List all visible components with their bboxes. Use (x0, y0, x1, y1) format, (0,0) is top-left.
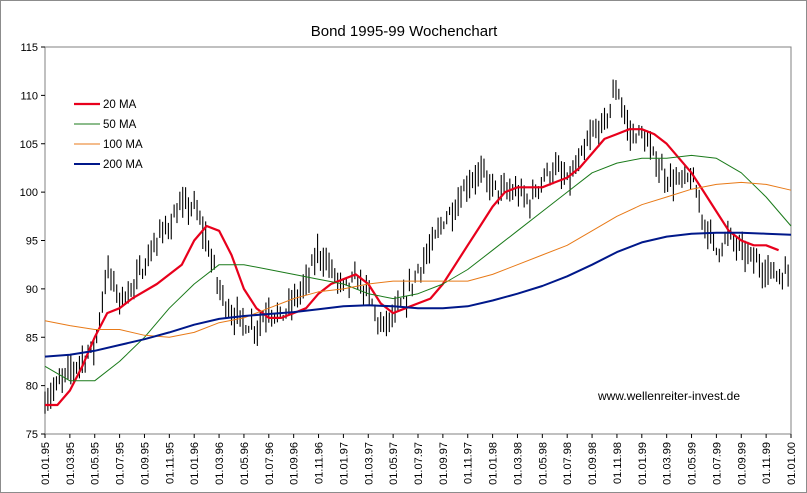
x-axis: 01.01.95 01.03.95 01.05.95 01.07.95 01.09.95… (40, 434, 798, 485)
x-tick-label: 01.09.97 (438, 442, 450, 485)
y-tick-label: 75 (26, 429, 38, 441)
legend-label: 100 MA (103, 139, 143, 151)
x-tick-label: 01.01.96 (189, 442, 201, 485)
x-tick-label: 01.05.96 (239, 442, 251, 485)
series-line-20-ma (45, 128, 780, 407)
x-tick-label: 01.07.98 (562, 442, 574, 485)
y-tick-label: 115 (20, 42, 38, 54)
x-tick-label: 01.03.95 (65, 442, 77, 485)
series-line-100-ma (44, 181, 792, 338)
legend: 20 MA 50 MA 100 MA 200 MA (74, 99, 143, 171)
x-tick-label: 01.11.96 (314, 442, 326, 484)
x-tick-label: 01.05.97 (388, 442, 400, 485)
plot-area (44, 46, 792, 435)
x-tick-label: 01.09.99 (736, 442, 748, 485)
y-tick-label: 105 (20, 139, 38, 151)
y-axis: 75 80 85 90 95 100 105 110 115 (20, 42, 45, 441)
y-tick-label: 100 (20, 187, 38, 199)
x-tick-label: 01.03.96 (214, 442, 226, 485)
x-tick-label: 01.05.98 (537, 442, 549, 485)
series-line-200-ma (44, 231, 792, 358)
x-tick-label: 01.03.97 (363, 442, 375, 485)
x-tick-label: 01.01.95 (40, 442, 52, 485)
y-tick-label: 90 (26, 284, 38, 296)
y-tick-label: 85 (26, 332, 38, 344)
chart-title: Bond 1995-99 Wochenchart (311, 23, 498, 40)
x-tick-label: 01.07.99 (711, 442, 723, 485)
x-tick-label: 01.01.99 (637, 442, 649, 485)
x-tick-label: 01.11.95 (164, 442, 176, 484)
x-tick-label: 01.05.99 (687, 442, 699, 485)
legend-label: 50 MA (103, 119, 137, 131)
plot-frame (44, 46, 792, 435)
x-tick-label: 01.07.95 (115, 442, 127, 485)
x-tick-label: 01.09.98 (587, 442, 599, 485)
source-label: www.wellenreiter-invest.de (597, 389, 740, 403)
x-tick-label: 01.09.95 (139, 442, 151, 485)
y-tick-label: 95 (26, 236, 38, 248)
y-tick-label: 80 (26, 381, 38, 393)
x-tick-label: 01.01.00 (786, 442, 798, 485)
x-tick-label: 01.11.99 (761, 442, 773, 484)
x-tick-label: 01.07.96 (264, 442, 276, 485)
legend-label: 200 MA (103, 159, 143, 171)
y-tick-label: 110 (20, 90, 38, 102)
x-tick-label: 01.11.97 (463, 442, 475, 484)
x-tick-label: 01.03.98 (512, 442, 524, 485)
x-tick-label: 01.11.98 (612, 442, 624, 484)
x-tick-label: 01.05.95 (90, 442, 102, 485)
legend-label: 20 MA (103, 99, 137, 111)
x-tick-label: 01.01.97 (338, 442, 350, 485)
x-tick-label: 01.09.96 (289, 442, 301, 485)
x-tick-label: 01.07.97 (413, 442, 425, 485)
x-tick-label: 01.03.99 (662, 442, 674, 485)
series-line-50-ma (44, 154, 792, 382)
x-tick-label: 01.01.98 (488, 442, 500, 485)
price-bars (44, 79, 789, 414)
series-lines (44, 128, 792, 407)
